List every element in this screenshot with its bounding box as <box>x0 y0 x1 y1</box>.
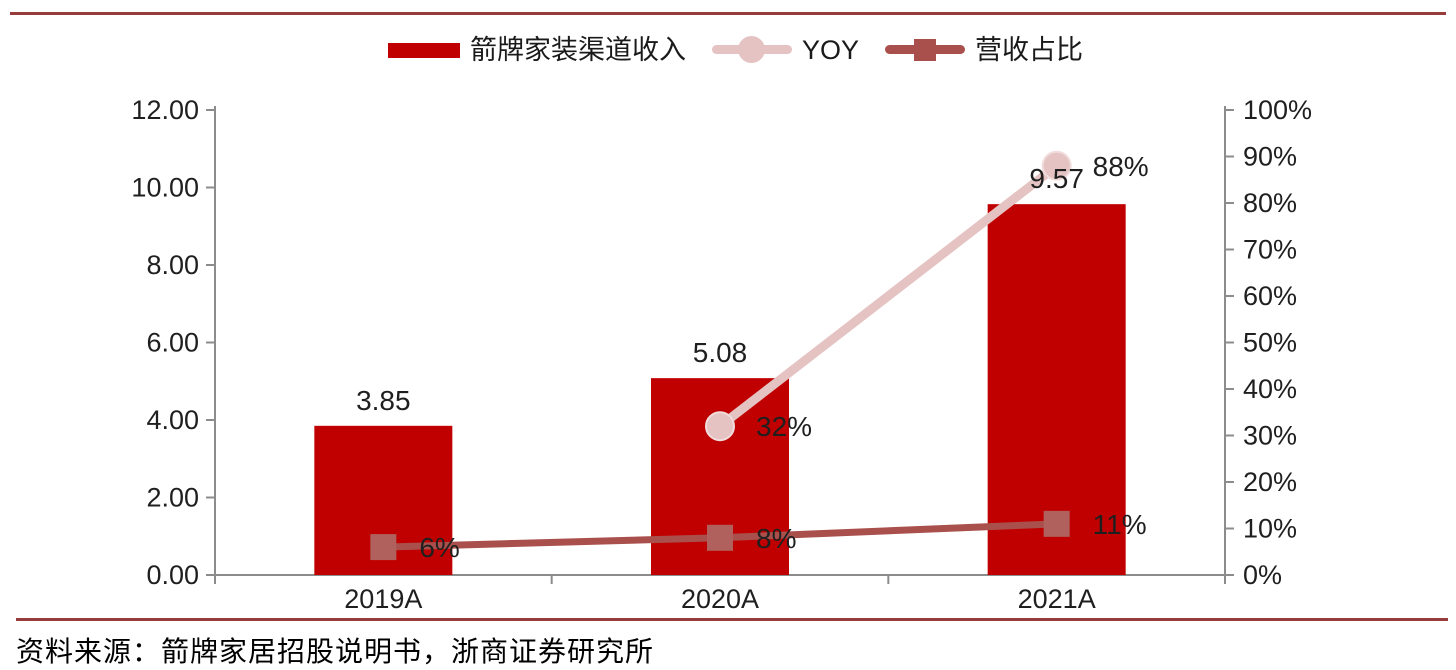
bottom-divider <box>16 618 1448 621</box>
YOY-line <box>717 162 1060 430</box>
yoy-point-marker <box>1041 150 1072 181</box>
line-value-label: 32% <box>756 411 812 442</box>
legend-label: 营收占比 <box>975 34 1084 65</box>
left-axis-tick-label: 4.00 <box>146 405 199 435</box>
source-note: 资料来源：箭牌家居招股说明书，浙商证券研究所 <box>16 637 655 668</box>
revenue-share-point-marker <box>1043 510 1070 537</box>
legend-marker-circle-line <box>712 36 792 64</box>
right-axis-tick-label: 40% <box>1243 374 1297 404</box>
line-value-label: 11% <box>1093 509 1147 540</box>
right-axis-tick-label: 10% <box>1243 514 1297 544</box>
category-label: 2019A <box>344 584 422 614</box>
legend-circle-icon <box>738 36 765 63</box>
left-axis-tick-label: 12.00 <box>131 95 199 125</box>
bar-value-label: 3.85 <box>356 385 411 416</box>
legend-swatch-bar <box>388 42 460 58</box>
yoy-point-marker <box>705 411 735 442</box>
category-label: 2020A <box>681 584 759 614</box>
left-axis-tick-label: 0.00 <box>146 560 199 590</box>
legend-label: 箭牌家装渠道收入 <box>470 34 686 65</box>
right-axis-tick-label: 30% <box>1243 421 1297 451</box>
category-label: 2021A <box>1018 584 1096 614</box>
right-axis-tick-label: 80% <box>1243 188 1297 218</box>
legend-item-revenue-share: 营收占比 <box>885 36 1083 64</box>
line-value-label: 6% <box>419 532 459 563</box>
right-axis-tick-label: 70% <box>1243 235 1297 265</box>
right-axis-tick-label: 90% <box>1243 142 1297 172</box>
chart-legend: 箭牌家装渠道收入 YOY 营收占比 <box>388 36 1083 64</box>
left-axis-tick-label: 8.00 <box>146 250 199 280</box>
revenue-share-point-marker <box>370 534 397 561</box>
right-axis-tick-label: 60% <box>1243 281 1297 311</box>
legend-square-icon <box>914 39 937 61</box>
bar-value-label: 5.08 <box>693 337 748 368</box>
left-axis-tick-label: 6.00 <box>146 328 199 358</box>
right-axis-tick-label: 20% <box>1243 467 1297 497</box>
legend-label: YOY <box>802 34 860 65</box>
right-axis-tick-label: 0% <box>1243 560 1282 590</box>
top-divider <box>10 12 1446 15</box>
right-axis-tick-label: 100% <box>1243 95 1312 125</box>
left-axis-tick-label: 10.00 <box>131 173 199 203</box>
bar-value-label: 9.57 <box>1029 163 1084 194</box>
line-value-label: 88% <box>1093 151 1149 182</box>
revenue-share-point-marker <box>707 524 733 551</box>
line-value-label: 8% <box>756 523 796 554</box>
legend-marker-square-line <box>885 36 966 64</box>
legend-item-yoy: YOY <box>712 36 859 64</box>
right-axis-tick-label: 50% <box>1243 328 1297 358</box>
legend-item-bar-series: 箭牌家装渠道收入 <box>388 34 686 65</box>
left-axis-tick-label: 2.00 <box>146 483 199 513</box>
